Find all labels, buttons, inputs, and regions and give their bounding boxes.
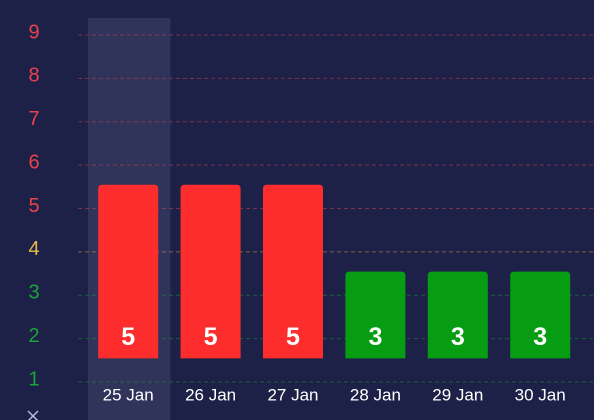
data-label: 5 <box>286 323 300 351</box>
x-tick-label: 29 Jan <box>432 385 483 404</box>
data-label: 3 <box>451 323 465 351</box>
x-tick-label: 25 Jan <box>103 385 154 404</box>
bar <box>263 184 323 359</box>
x-tick-label: 26 Jan <box>185 385 236 404</box>
bar <box>345 271 406 359</box>
data-label: 5 <box>121 323 135 351</box>
y-tick-label: 2 <box>28 325 39 347</box>
data-label: 3 <box>533 323 547 351</box>
close-icon[interactable] <box>27 410 39 420</box>
x-tick-label: 30 Jan <box>515 385 566 404</box>
y-tick-label: 5 <box>28 195 39 217</box>
y-tick-label: 1 <box>28 368 39 390</box>
y-tick-label: 3 <box>28 282 39 304</box>
y-tick-label: 8 <box>28 65 39 87</box>
y-tick-label: 9 <box>28 21 39 43</box>
data-label: 3 <box>368 323 382 351</box>
bar <box>510 271 571 359</box>
data-label: 5 <box>204 323 218 351</box>
bar <box>98 184 159 359</box>
y-tick-label: 4 <box>28 238 39 260</box>
y-tick-label: 7 <box>28 108 39 130</box>
bar <box>180 184 241 359</box>
bar <box>427 271 488 359</box>
y-tick-label: 6 <box>28 151 39 173</box>
x-tick-label: 28 Jan <box>350 385 401 404</box>
x-tick-label: 27 Jan <box>267 385 318 404</box>
